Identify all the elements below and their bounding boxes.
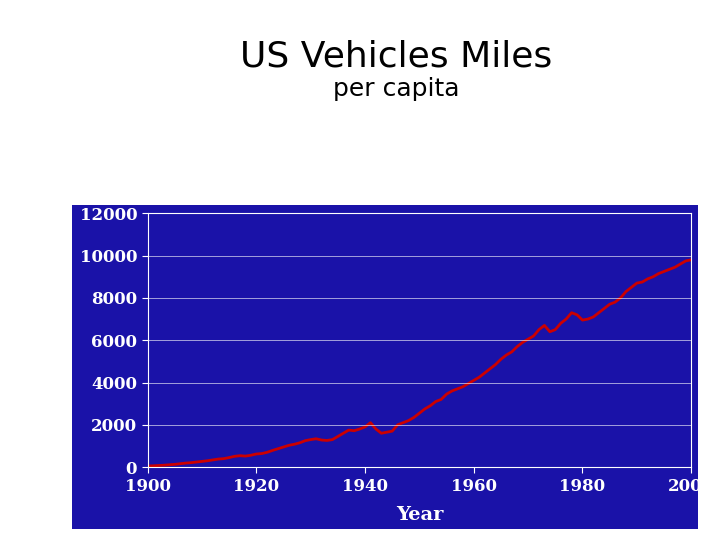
X-axis label: Year: Year: [396, 505, 443, 524]
Y-axis label: Vehicle Miles per Capita: Vehicle Miles per Capita: [53, 207, 71, 473]
Text: US Vehicles Miles: US Vehicles Miles: [240, 40, 552, 73]
Text: per capita: per capita: [333, 77, 459, 101]
